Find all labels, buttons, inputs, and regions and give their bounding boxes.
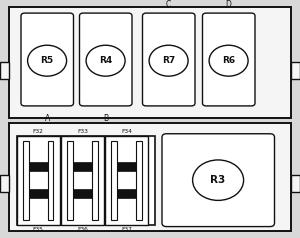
Text: F33: F33 (77, 129, 88, 134)
FancyBboxPatch shape (142, 13, 195, 106)
Text: R3: R3 (211, 175, 226, 185)
Bar (105, 136, 148, 225)
Bar (0, 175, 9, 192)
Text: F36: F36 (77, 227, 88, 232)
Bar (48, 141, 53, 219)
Bar (9, 123, 291, 231)
Bar (73, 163, 92, 171)
Circle shape (149, 45, 188, 76)
FancyBboxPatch shape (80, 13, 132, 106)
Bar (136, 141, 142, 219)
Text: C: C (166, 0, 171, 9)
Text: F32: F32 (33, 129, 44, 134)
Text: D: D (226, 0, 232, 9)
Text: A: A (44, 114, 50, 123)
Bar (16, 136, 60, 225)
FancyBboxPatch shape (21, 13, 74, 106)
Bar (111, 141, 117, 219)
Bar (29, 189, 48, 198)
Text: R5: R5 (40, 56, 54, 65)
Circle shape (86, 45, 125, 76)
Circle shape (193, 160, 244, 200)
Text: F35: F35 (33, 227, 44, 232)
Bar (67, 141, 73, 219)
Bar (0, 62, 9, 79)
Bar (29, 163, 48, 171)
Circle shape (209, 45, 248, 76)
Text: R7: R7 (162, 56, 175, 65)
Text: R6: R6 (222, 56, 235, 65)
Bar (73, 189, 92, 198)
Bar (9, 7, 291, 118)
Circle shape (28, 45, 67, 76)
FancyBboxPatch shape (162, 134, 274, 227)
Text: F37: F37 (121, 227, 132, 232)
Text: R4: R4 (99, 56, 112, 65)
Bar (291, 62, 300, 79)
Bar (117, 189, 136, 198)
FancyBboxPatch shape (202, 13, 255, 106)
Bar (23, 141, 29, 219)
Bar (291, 175, 300, 192)
Bar (92, 141, 98, 219)
Text: F34: F34 (121, 129, 132, 134)
Bar (61, 136, 104, 225)
Bar (117, 163, 136, 171)
Bar (16, 136, 154, 225)
Text: B: B (103, 114, 108, 123)
